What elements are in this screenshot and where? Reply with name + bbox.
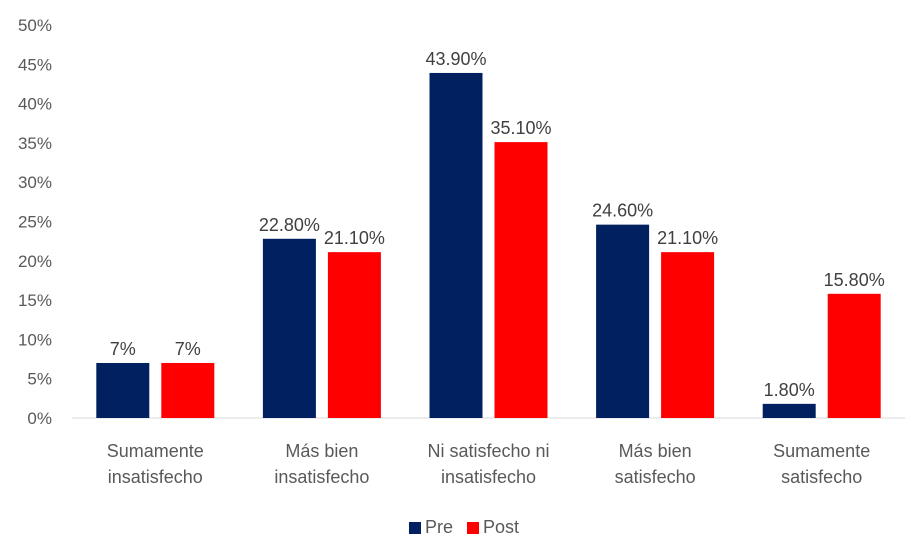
bar-post: [661, 252, 715, 418]
y-tick-label: 25%: [18, 213, 52, 232]
legend-label-pre: Pre: [425, 517, 453, 537]
category-label: Ni satisfecho ni: [427, 441, 549, 461]
category-label: insatisfecho: [274, 467, 369, 487]
bar-pre: [262, 238, 316, 418]
category-label: Sumamente: [107, 441, 204, 461]
data-label: 15.80%: [824, 270, 885, 290]
y-tick-label: 5%: [27, 370, 52, 389]
bar-post: [327, 252, 381, 418]
data-label: 35.10%: [490, 118, 551, 138]
y-tick-label: 15%: [18, 291, 52, 310]
y-tick-label: 20%: [18, 252, 52, 271]
bar-pre: [96, 362, 150, 418]
legend-swatch-pre: [409, 522, 421, 534]
category-label: Más bien: [619, 441, 692, 461]
y-tick-label: 0%: [27, 409, 52, 428]
data-label: 22.80%: [259, 215, 320, 235]
category-label: satisfecho: [615, 467, 696, 487]
bar-pre: [429, 72, 483, 419]
legend-label-post: Post: [483, 517, 519, 537]
y-tick-label: 35%: [18, 134, 52, 153]
category-label: Sumamente: [773, 441, 870, 461]
data-label: 7%: [175, 339, 201, 359]
y-tick-label: 50%: [18, 16, 52, 35]
y-axis: 0% 5% 10% 15% 20% 25% 30% 35% 40% 45% 50%: [18, 16, 52, 428]
data-label: 1.80%: [764, 380, 815, 400]
bar-post: [494, 142, 548, 418]
data-label: 21.10%: [324, 228, 385, 248]
legend-swatch-post: [467, 522, 479, 534]
data-label: 21.10%: [657, 228, 718, 248]
category-label: insatisfecho: [108, 467, 203, 487]
bar-post: [827, 293, 881, 418]
y-tick-label: 40%: [18, 95, 52, 114]
category-label: insatisfecho: [441, 467, 536, 487]
data-label: 43.90%: [425, 49, 486, 69]
y-tick-label: 45%: [18, 55, 52, 74]
category-label: Más bien: [285, 441, 358, 461]
y-tick-label: 30%: [18, 173, 52, 192]
x-axis: Sumamente insatisfecho Más bien insatisfech…: [107, 441, 870, 487]
legend: Pre Post: [409, 517, 519, 537]
data-label: 24.60%: [592, 201, 653, 221]
category-label: satisfecho: [781, 467, 862, 487]
plot-area: 7% 7%22.80%21.10%43.90%35.10%24.60%21.10%…: [96, 49, 885, 419]
data-label: 7%: [110, 339, 136, 359]
bar-pre: [596, 224, 650, 418]
y-tick-label: 10%: [18, 330, 52, 349]
bar-post: [161, 362, 215, 418]
bar-pre: [762, 403, 816, 418]
